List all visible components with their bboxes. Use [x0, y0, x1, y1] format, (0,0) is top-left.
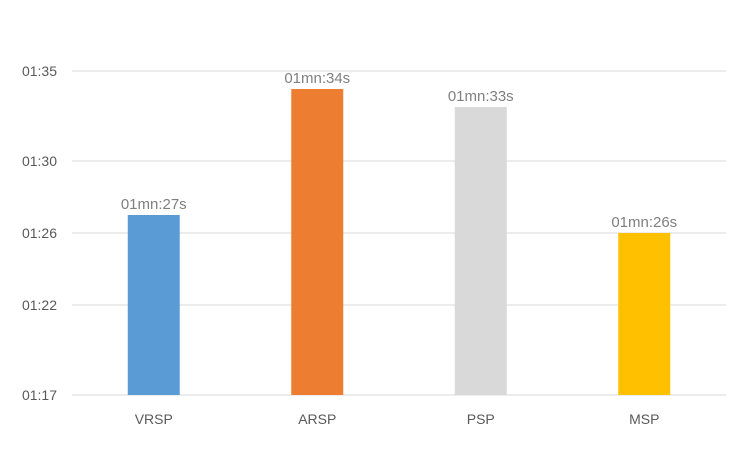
x-category-label: PSP: [467, 411, 495, 427]
bar-vrsp: [127, 215, 180, 395]
data-label: 01mn:33s: [448, 88, 514, 105]
y-tick-label: 01:26: [22, 225, 57, 241]
x-category-label: ARSP: [298, 411, 336, 427]
x-category-label: MSP: [629, 411, 659, 427]
y-tick-label: 01:22: [22, 297, 57, 313]
x-category-label: VRSP: [135, 411, 173, 427]
data-label: 01mn:27s: [121, 196, 187, 213]
y-tick-label: 01:30: [22, 153, 57, 169]
y-tick-label: 01:17: [22, 387, 57, 403]
y-tick-label: 01:35: [22, 63, 57, 79]
data-label: 01mn:26s: [611, 214, 677, 231]
bar-msp: [618, 233, 671, 395]
data-label: 01mn:34s: [284, 70, 350, 87]
bar-arsp: [291, 89, 344, 395]
bar-psp: [454, 107, 507, 395]
